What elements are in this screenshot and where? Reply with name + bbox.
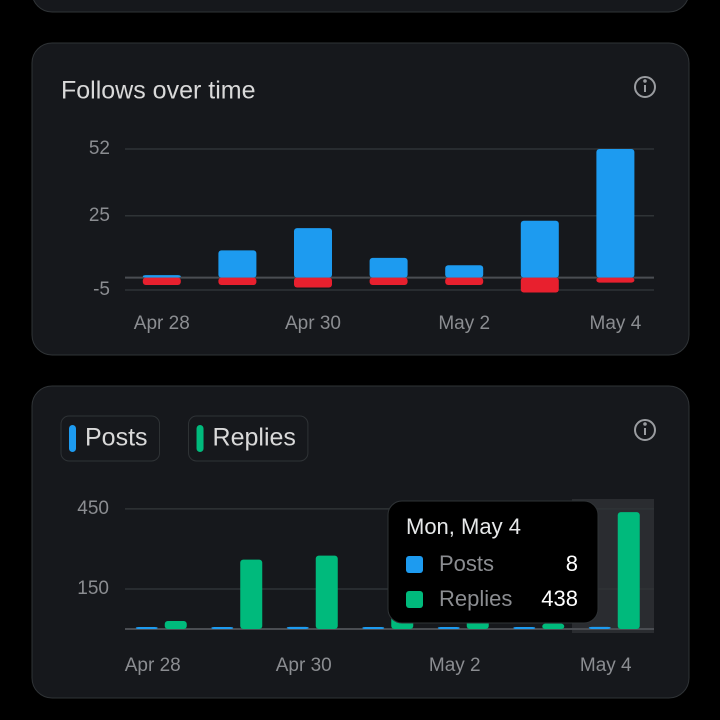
bar xyxy=(437,627,460,629)
bar xyxy=(164,620,187,629)
bar xyxy=(135,627,158,629)
bar xyxy=(445,277,484,286)
bar xyxy=(211,627,234,629)
tooltip: Mon, May 4 Posts 8 Replies 438 xyxy=(387,500,599,624)
tooltip-label: Replies xyxy=(439,586,512,611)
bar xyxy=(369,257,408,278)
bar xyxy=(142,275,181,278)
bar xyxy=(294,277,332,288)
bar xyxy=(596,277,635,283)
legend-label: Replies xyxy=(213,424,296,452)
bar xyxy=(218,277,257,286)
bar xyxy=(617,512,640,629)
tooltip-title: Mon, May 4 xyxy=(406,514,521,539)
bar xyxy=(362,627,385,629)
x-tick-label: May 2 xyxy=(429,655,481,676)
tooltip-bg xyxy=(387,500,599,624)
legend-button[interactable]: Posts xyxy=(60,415,161,462)
bar xyxy=(542,623,565,629)
bar xyxy=(596,149,635,278)
bar xyxy=(240,559,263,629)
legend-button-bg xyxy=(60,415,161,462)
bar xyxy=(588,626,611,629)
tooltip-value: 438 xyxy=(541,586,578,611)
charts: 52 25 -5 Apr 28 Apr 30 May 2 May 4 450 150 Apr 28… xyxy=(60,138,654,676)
tooltip-label: Posts xyxy=(439,551,494,576)
legend-swatch xyxy=(196,425,204,452)
x-tick-label: Apr 30 xyxy=(285,313,341,334)
tooltip-swatch xyxy=(406,591,423,608)
legend-swatch xyxy=(69,425,76,452)
card-partial xyxy=(33,0,688,13)
bar xyxy=(286,626,309,629)
x-tick-label: May 4 xyxy=(590,313,642,334)
tooltip-value: 8 xyxy=(566,551,578,576)
bar xyxy=(520,220,559,278)
y-tick-label: 450 xyxy=(77,498,109,519)
legend-button-bg xyxy=(188,415,309,462)
x-tick-label: May 2 xyxy=(438,313,490,334)
bar xyxy=(294,228,332,278)
chart-title: Follows over time xyxy=(61,77,256,105)
bar xyxy=(142,277,181,286)
bar xyxy=(315,555,338,629)
bar xyxy=(520,277,559,293)
y-tick-label: 25 xyxy=(89,205,110,226)
info-icon[interactable] xyxy=(634,419,656,441)
y-tick-label: 150 xyxy=(77,578,109,599)
x-tick-label: May 4 xyxy=(580,655,632,676)
tooltip-swatch xyxy=(406,556,423,573)
info-icon[interactable] xyxy=(634,76,656,98)
x-tick-label: Apr 28 xyxy=(134,313,190,334)
x-tick-label: Apr 28 xyxy=(125,655,181,676)
bar xyxy=(218,250,257,278)
y-tick-label: 52 xyxy=(89,138,110,159)
x-tick-label: Apr 30 xyxy=(276,655,332,676)
legend-button[interactable]: Replies xyxy=(188,415,309,462)
bar xyxy=(369,277,408,286)
legend-label: Posts xyxy=(85,424,148,452)
bar xyxy=(513,627,536,629)
bar xyxy=(445,265,484,278)
y-tick-label: -5 xyxy=(93,279,110,300)
